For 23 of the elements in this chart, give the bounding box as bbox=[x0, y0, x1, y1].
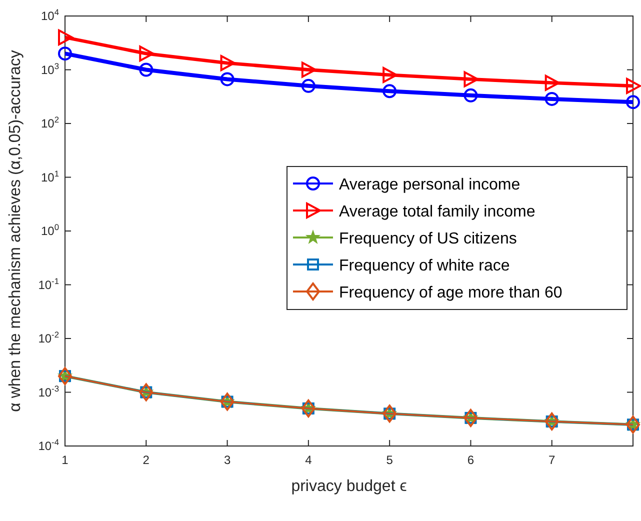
y-tick-label: 10$^{0}$ bbox=[40, 222, 60, 238]
legend-label: Average personal income bbox=[339, 176, 520, 194]
x-tick-label: 2 bbox=[142, 453, 150, 467]
x-axis-title: privacy budget ϵ bbox=[291, 478, 407, 495]
legend-label: Frequency of US citizens bbox=[339, 230, 517, 248]
y-tick-label: 10$^{2}$ bbox=[40, 114, 60, 130]
legend-label: Frequency of age more than 60 bbox=[339, 284, 562, 302]
x-tick-label: 4 bbox=[305, 453, 312, 467]
y-tick-label: 10$^{1}$ bbox=[40, 168, 60, 184]
legend-label: Average total family income bbox=[339, 204, 536, 220]
x-tick-label: 6 bbox=[467, 453, 474, 467]
y-tick-label: 10$^{4}$ bbox=[40, 7, 60, 23]
y-tick-label: 10$^{-3}$ bbox=[38, 383, 60, 400]
y-tick-label: 10$^{3}$ bbox=[40, 60, 60, 77]
x-tick-label: 3 bbox=[224, 453, 231, 467]
y-axis-title: α when the mechanism achieves (α,0.05)-accuracy bbox=[7, 50, 24, 412]
x-tick-label: 1 bbox=[62, 453, 69, 467]
x-tick-label: 7 bbox=[548, 453, 556, 467]
y-tick-label: 10$^{-2}$ bbox=[38, 330, 60, 346]
legend-label: Frequency of white race bbox=[339, 258, 510, 274]
y-tick-label: 10$^{-4}$ bbox=[38, 437, 60, 453]
x-tick-label: 5 bbox=[386, 453, 394, 467]
y-tick-label: 10$^{-1}$ bbox=[38, 276, 60, 292]
